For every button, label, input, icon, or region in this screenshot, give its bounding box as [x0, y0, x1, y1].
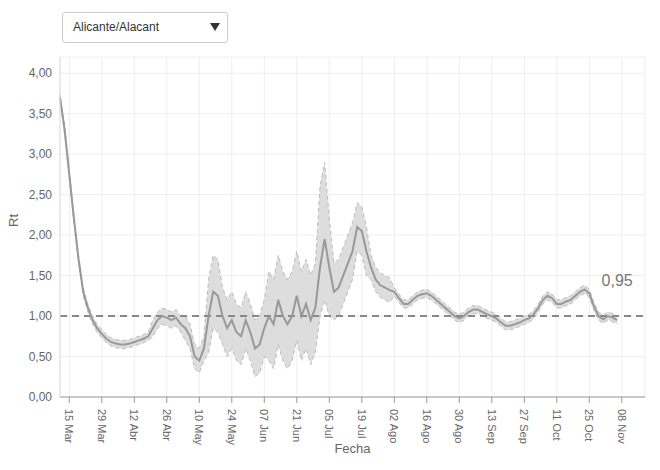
svg-text:05 Jul: 05 Jul: [323, 409, 335, 438]
svg-text:02 Ago: 02 Ago: [388, 409, 400, 443]
svg-text:2,00: 2,00: [29, 228, 53, 242]
svg-text:10 May: 10 May: [193, 409, 205, 446]
svg-text:25 Oct: 25 Oct: [583, 409, 595, 441]
svg-text:24 May: 24 May: [226, 409, 238, 446]
svg-text:27 Sep: 27 Sep: [518, 409, 530, 444]
svg-text:0,95: 0,95: [602, 272, 633, 289]
svg-text:21 Jun: 21 Jun: [291, 409, 303, 442]
svg-text:0,00: 0,00: [29, 390, 53, 404]
svg-text:29 Mar: 29 Mar: [96, 409, 108, 444]
svg-text:26 Abr: 26 Abr: [161, 409, 173, 441]
svg-text:13 Sep: 13 Sep: [486, 409, 498, 444]
svg-text:4,00: 4,00: [29, 66, 53, 80]
svg-text:15 Mar: 15 Mar: [63, 409, 75, 444]
svg-text:30 Ago: 30 Ago: [453, 409, 465, 443]
svg-text:3,50: 3,50: [29, 107, 53, 121]
svg-text:2,50: 2,50: [29, 188, 53, 202]
svg-text:0,50: 0,50: [29, 350, 53, 364]
svg-text:Rt: Rt: [8, 214, 21, 227]
svg-text:3,00: 3,00: [29, 147, 53, 161]
svg-text:08 Nov: 08 Nov: [616, 409, 628, 444]
html-text:Alicante/Alacant: Alicante/Alacant: [73, 20, 160, 34]
svg-text:16 Ago: 16 Ago: [421, 409, 433, 443]
svg-text:07 Jun: 07 Jun: [258, 409, 270, 442]
svg-text:1,00: 1,00: [29, 309, 53, 323]
svg-text:1,50: 1,50: [29, 269, 53, 283]
svg-text:11 Oct: 11 Oct: [551, 409, 563, 441]
svg-text:Fecha: Fecha: [334, 441, 371, 456]
svg-text:12 Abr: 12 Abr: [128, 409, 140, 441]
svg-text:19 Jul: 19 Jul: [356, 409, 368, 438]
